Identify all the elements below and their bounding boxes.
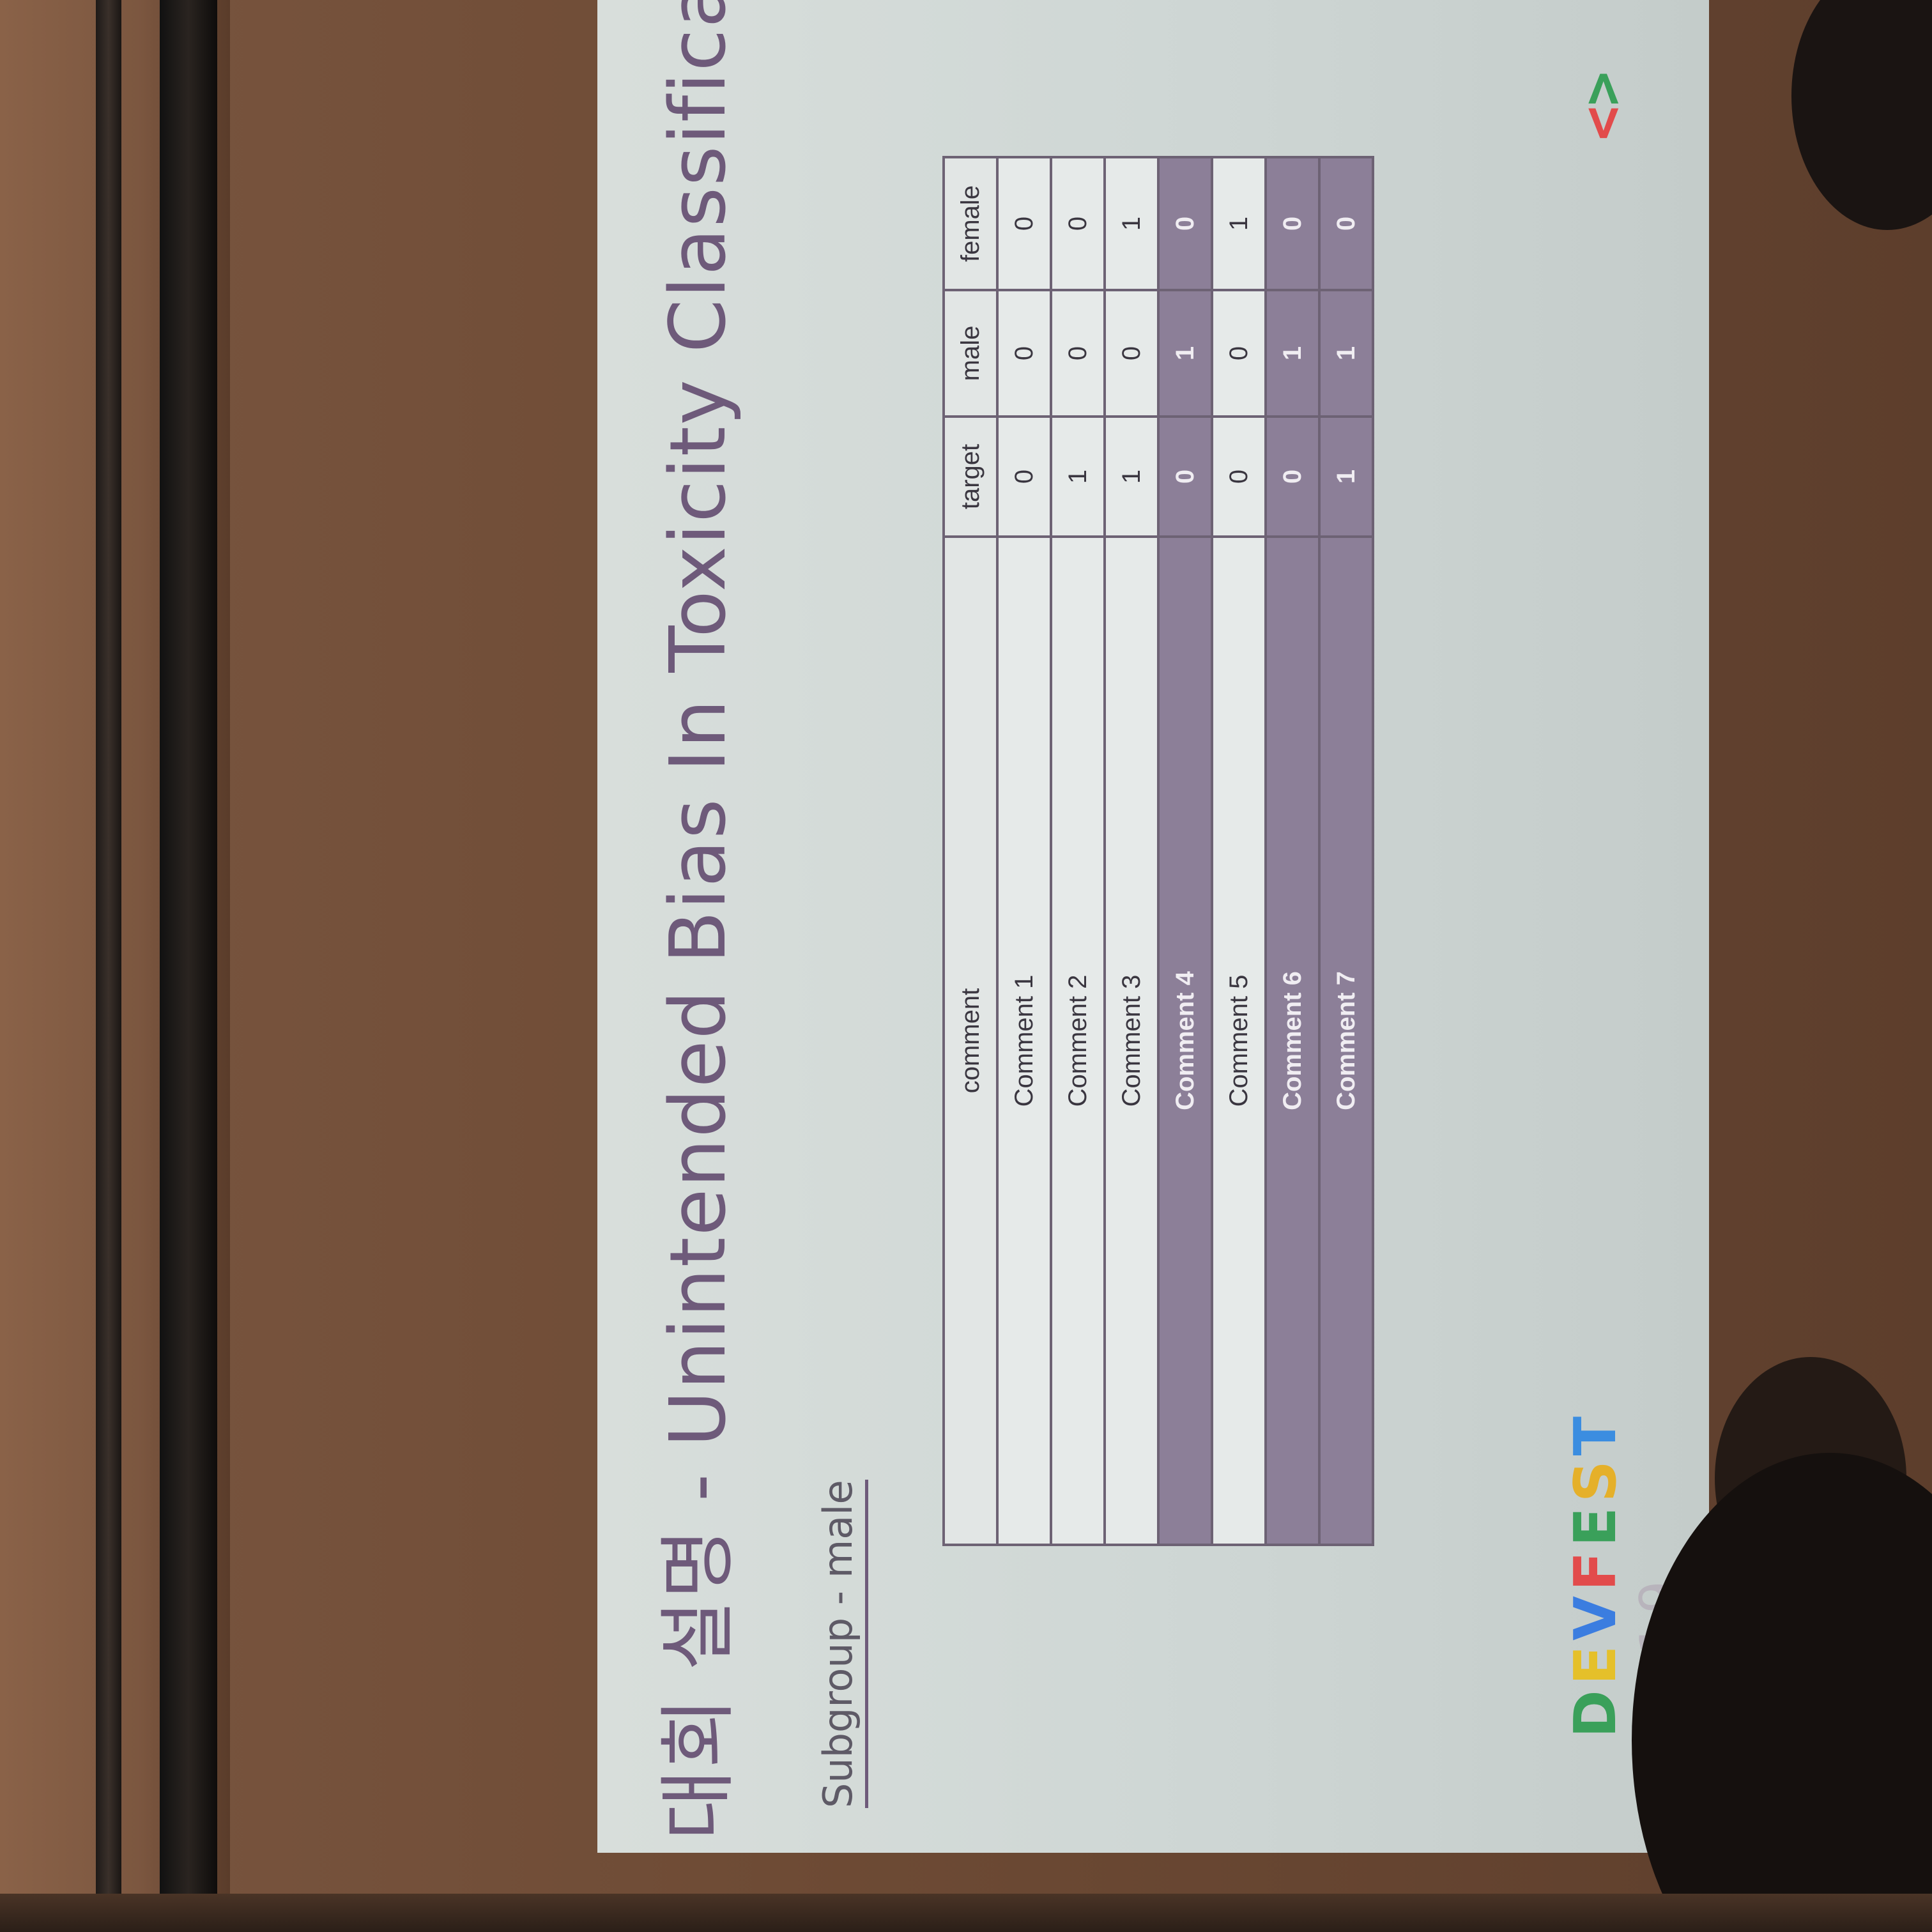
slide-title: 대회 설명 - Unintended Bias In Toxicity Clas… <box>654 0 743 1840</box>
cell-female: 1 <box>1105 157 1158 290</box>
logo-letter: D <box>1562 1685 1629 1738</box>
cell-target: 1 <box>1319 417 1373 537</box>
cell-comment: Comment 1 <box>997 537 1051 1545</box>
cell-male: 1 <box>1319 290 1373 417</box>
logo-letter: F <box>1562 1546 1629 1591</box>
logo-letter: E <box>1562 1502 1629 1547</box>
header-male: male <box>944 290 997 417</box>
cell-female: 0 <box>1051 157 1105 290</box>
table-header-row: comment target male female <box>944 157 997 1545</box>
cell-female: 0 <box>1158 157 1212 290</box>
table-row-highlighted: Comment 4 0 1 0 <box>1158 157 1212 1545</box>
cell-target: 0 <box>1266 417 1319 537</box>
code-close-bracket: > <box>1568 71 1636 106</box>
cell-male: 0 <box>997 290 1051 417</box>
cell-comment: Comment 7 <box>1319 537 1373 1545</box>
cell-male: 1 <box>1266 290 1319 417</box>
table-row: Comment 2 1 0 0 <box>1051 157 1105 1545</box>
cell-target: 0 <box>1158 417 1212 537</box>
header-comment: comment <box>944 537 997 1545</box>
logo-letter: V <box>1562 1591 1629 1641</box>
cell-comment: Comment 4 <box>1158 537 1212 1545</box>
cell-male: 1 <box>1158 290 1212 417</box>
cell-female: 1 <box>1212 157 1266 290</box>
cell-male: 0 <box>1051 290 1105 417</box>
cell-male: 0 <box>1212 290 1266 417</box>
logo-letter: S <box>1562 1455 1629 1503</box>
audience-head <box>1791 0 1932 230</box>
cell-target: 1 <box>1105 417 1158 537</box>
screen-bottom-edge <box>0 1894 1932 1932</box>
logo-letter: E <box>1562 1640 1629 1685</box>
cell-comment: Comment 5 <box>1212 537 1266 1545</box>
wall-pipe <box>160 0 217 1932</box>
cell-comment: Comment 2 <box>1051 537 1105 1545</box>
subgroup-table: comment target male female Comment 1 0 0… <box>942 156 1374 1546</box>
projection-screen: 대회 설명 - Unintended Bias In Toxicity Clas… <box>597 0 1709 1853</box>
devfest-logo: DEVFEST <box>1562 1411 1629 1738</box>
logo-letter: T <box>1562 1411 1629 1456</box>
cell-female: 0 <box>1266 157 1319 290</box>
cell-target: 1 <box>1051 417 1105 537</box>
cell-female: 0 <box>997 157 1051 290</box>
table-row-highlighted: Comment 7 1 1 0 <box>1319 157 1373 1545</box>
presentation-slide: 대회 설명 - Unintended Bias In Toxicity Clas… <box>597 0 1709 1853</box>
table-row: Comment 1 0 0 0 <box>997 157 1051 1545</box>
cell-comment: Comment 3 <box>1105 537 1158 1545</box>
slide-subtitle: Subgroup - male <box>815 1480 868 1808</box>
code-brackets-icon: <> <box>1568 72 1636 141</box>
header-female: female <box>944 157 997 290</box>
table-row: Comment 5 0 0 1 <box>1212 157 1266 1545</box>
code-open-bracket: < <box>1568 105 1636 141</box>
table-row-highlighted: Comment 6 0 1 0 <box>1266 157 1319 1545</box>
cell-target: 0 <box>997 417 1051 537</box>
cell-target: 0 <box>1212 417 1266 537</box>
cell-male: 0 <box>1105 290 1158 417</box>
header-target: target <box>944 417 997 537</box>
table-row: Comment 3 1 0 1 <box>1105 157 1158 1545</box>
wall-pipe <box>96 0 121 1932</box>
cell-comment: Comment 6 <box>1266 537 1319 1545</box>
cell-female: 0 <box>1319 157 1373 290</box>
